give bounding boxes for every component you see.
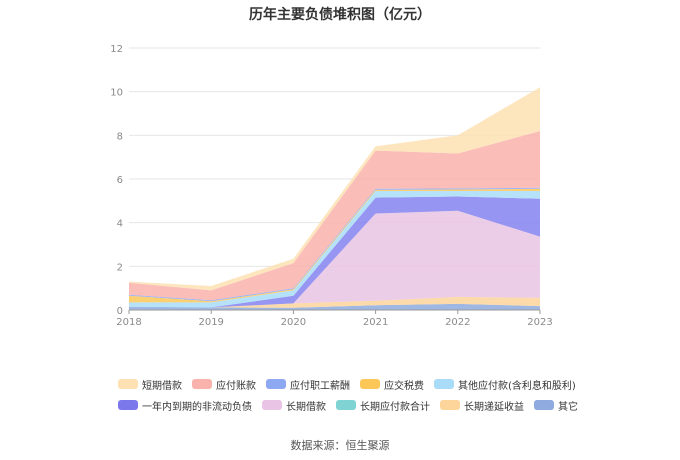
x-tick-label: 2020 xyxy=(281,317,306,328)
area-series-其它 xyxy=(129,303,540,310)
x-tick-label: 2019 xyxy=(198,317,223,328)
legend-item[interactable]: 长期递延收益 xyxy=(440,398,524,413)
y-tick-label: 4 xyxy=(117,219,123,230)
legend-item[interactable]: 长期借款 xyxy=(262,398,326,413)
legend-item[interactable]: 长期应付款合计 xyxy=(336,398,430,413)
legend-swatch xyxy=(534,400,554,410)
x-tick-label: 2022 xyxy=(445,317,470,328)
y-tick-label: 12 xyxy=(110,44,123,55)
legend-swatch xyxy=(434,379,454,389)
legend-label: 长期递延收益 xyxy=(464,401,524,413)
legend-label: 其它 xyxy=(558,401,578,413)
legend-swatch xyxy=(440,400,460,410)
area-series-一年内到期的非流动负债 xyxy=(129,196,540,308)
legend-row: 一年内到期的非流动负债 长期借款 长期应付款合计 长期递延收益 其它 xyxy=(118,397,578,413)
legend-label: 应付账款 xyxy=(216,380,256,392)
y-tick-label: 8 xyxy=(117,131,123,142)
legend-swatch xyxy=(336,400,356,410)
source-note: 数据来源：恒生聚源 xyxy=(290,439,390,452)
x-tick-label: 2018 xyxy=(116,317,141,328)
legend-label: 应交税费 xyxy=(384,380,424,392)
legend-item[interactable]: 应付职工薪酬 xyxy=(266,377,350,392)
legend-label: 长期借款 xyxy=(286,401,326,413)
legend-swatch xyxy=(266,379,286,389)
y-tick-label: 2 xyxy=(117,262,123,273)
x-tick-label: 2023 xyxy=(527,317,552,328)
legend-label: 应付职工薪酬 xyxy=(290,380,350,392)
legend-item[interactable]: 其它 xyxy=(534,398,578,413)
legend-item[interactable]: 应交税费 xyxy=(360,377,424,392)
legend-item[interactable]: 一年内到期的非流动负债 xyxy=(118,398,252,413)
area-series xyxy=(129,87,540,310)
legend: 短期借款 应付账款 应付职工薪酬 应交税费 其他应付款(含利息和股利) 一年内到期的非流动… xyxy=(118,376,578,418)
chart-title: 历年主要负债堆积图（亿元） xyxy=(249,7,431,23)
area-series-长期递延收益 xyxy=(129,296,540,308)
area-series-长期借款 xyxy=(129,210,540,308)
legend-item[interactable]: 短期借款 xyxy=(118,377,182,392)
legend-item[interactable]: 其他应付款(含利息和股利) xyxy=(434,377,576,392)
legend-swatch xyxy=(262,400,282,410)
legend-label: 长期应付款合计 xyxy=(360,401,430,413)
legend-item[interactable]: 应付账款 xyxy=(192,377,256,392)
legend-row: 短期借款 应付账款 应付职工薪酬 应交税费 其他应付款(含利息和股利) xyxy=(118,376,578,392)
legend-swatch xyxy=(118,379,138,389)
legend-swatch xyxy=(192,379,212,389)
y-tick-label: 0 xyxy=(117,306,123,317)
legend-label: 短期借款 xyxy=(142,380,182,392)
y-tick-label: 10 xyxy=(110,88,123,99)
stacked-area-plot: 0 2 4 6 8 10 12 2018 2019 2020 2021 2022 2023 xyxy=(110,44,553,328)
y-tick-label: 6 xyxy=(117,175,123,186)
legend-swatch xyxy=(360,379,380,389)
area-series-应付账款 xyxy=(129,131,540,301)
axes: 2018 2019 2020 2021 2022 2023 xyxy=(116,309,553,328)
legend-swatch xyxy=(118,400,138,410)
legend-label: 其他应付款(含利息和股利) xyxy=(458,380,576,392)
x-tick-label: 2021 xyxy=(363,317,388,328)
area-series-短期借款 xyxy=(129,87,540,291)
legend-label: 一年内到期的非流动负债 xyxy=(142,401,252,413)
